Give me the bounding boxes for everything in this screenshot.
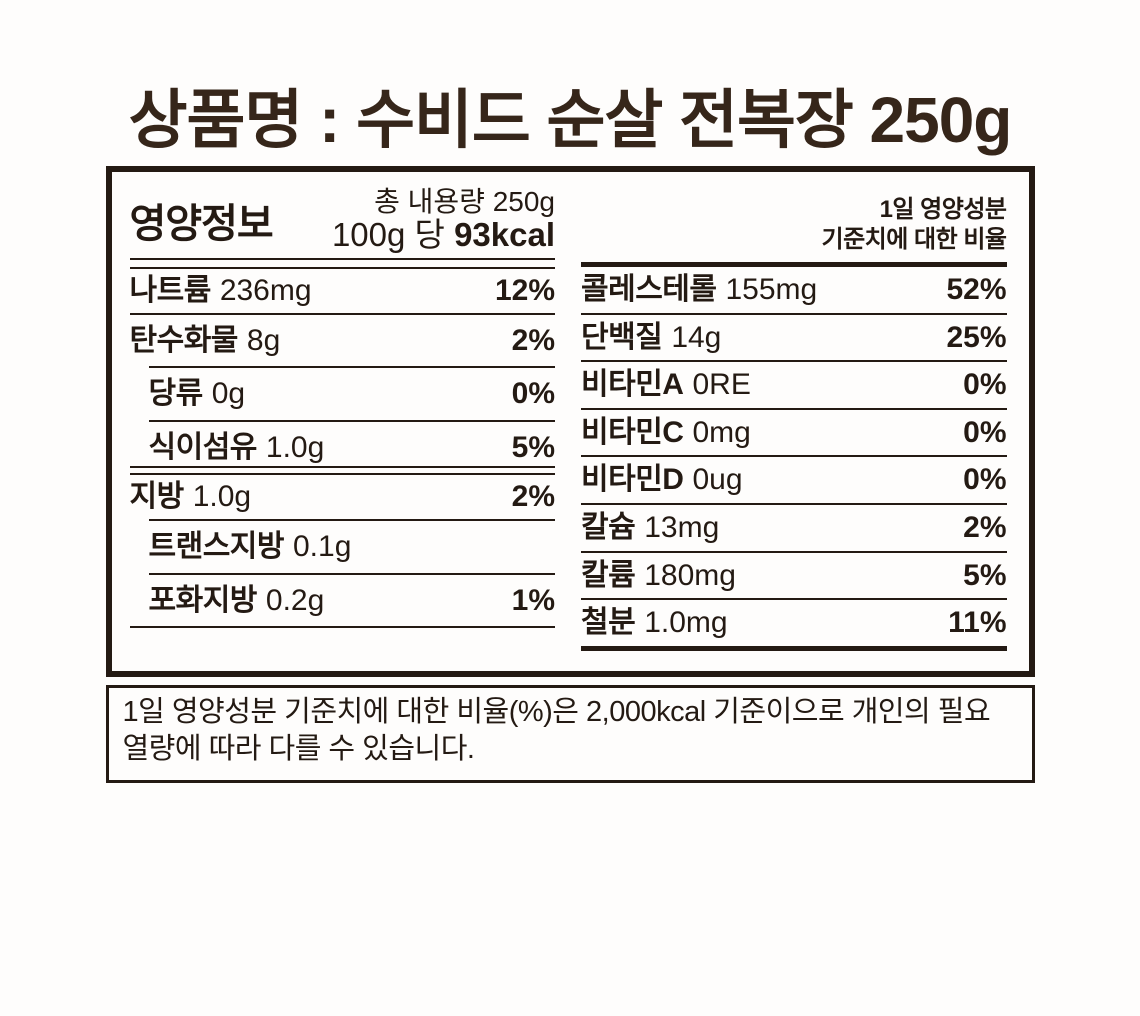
row-vitamin-d: 비타민D 0ug 0% (581, 455, 1007, 503)
nutrient-label: 칼륨 (581, 558, 636, 592)
row-dietary-fiber: 식이섬유 1.0g 5% (148, 419, 555, 474)
nutrition-column-right: 1일 영양성분 기준치에 대한 비율 콜레스테롤 155mg 52% 단백질 14g… (581, 176, 1007, 651)
row-potassium: 칼륨 180mg 5% (581, 550, 1007, 599)
row-saturated-fat: 포화지방 0.2g 1% (148, 572, 555, 627)
serving-info: 총 내용량 250g 100g 당 93kcal (332, 186, 555, 254)
nutrient-amount: 1.0mg (644, 606, 728, 640)
nutrient-percent: 0% (963, 368, 1007, 402)
nutrient-percent: 2% (963, 510, 1007, 544)
row-sodium: 나트륨 236mg 12% (129, 267, 555, 313)
row-cholesterol: 콜레스테롤 155mg 52% (581, 267, 1007, 313)
nutrient-amount: 0.2g (265, 583, 325, 617)
nutrient-percent: 0% (511, 377, 555, 411)
left-rows: 나트륨 236mg 12% 탄수화물 8g 2% 당류 0g 0% 식이섬유 1.0g … (129, 267, 555, 629)
nutrient-percent: 25% (946, 320, 1007, 354)
row-carbohydrate: 탄수화물 8g 2% (129, 312, 555, 367)
nutrient-label: 철분 (581, 606, 636, 640)
nutrient-amount: 155mg (725, 273, 818, 306)
panel-heading: 영양정보 (129, 202, 274, 246)
nutrient-amount: 14g (671, 320, 722, 354)
calories-prefix: 100g 당 (331, 216, 455, 254)
nutrient-label: 비타민A (581, 368, 684, 402)
row-iron: 철분 1.0mg 11% (581, 598, 1007, 646)
daily-value-note: 1일 영양성분 기준치에 대한 비율 (822, 195, 1007, 254)
nutrient-label: 지방 (129, 480, 185, 514)
row-calcium: 칼슘 13mg 2% (581, 502, 1007, 551)
nutrition-columns: 영양정보 총 내용량 250g 100g 당 93kcal 나트륨 236mg 1… (112, 172, 1029, 671)
nutrition-facts-panel: 영양정보 총 내용량 250g 100g 당 93kcal 나트륨 236mg 1… (105, 166, 1035, 677)
product-title: 상품명 : 수비드 순살 전복장 250g (128, 84, 1013, 156)
nutrient-label: 비타민D (581, 463, 684, 497)
nutrient-percent: 52% (946, 273, 1007, 306)
nutrient-label: 당류 (148, 377, 204, 411)
row-sugars: 당류 0g 0% (148, 366, 555, 420)
nutrient-percent: 0% (963, 415, 1007, 449)
row-trans-fat: 트랜스지방 0.1g (148, 518, 555, 573)
nutrient-percent: 0% (963, 463, 1007, 497)
daily-value-note-line1: 1일 영양성분 (879, 196, 1007, 224)
nutrient-amount: 8g (246, 323, 281, 357)
row-fat: 지방 1.0g 2% (129, 466, 555, 519)
nutrient-label: 탄수화물 (129, 323, 239, 357)
calories-text: 100g 당 93kcal (331, 216, 555, 254)
nutrient-label: 단백질 (581, 320, 663, 354)
nutrient-percent: 11% (948, 606, 1007, 640)
nutrient-amount: 1.0g (192, 480, 252, 514)
nutrient-percent: 2% (511, 323, 555, 357)
nutrient-amount: 1.0g (265, 430, 325, 464)
nutrient-percent: 2% (511, 480, 555, 514)
nutrient-label: 포화지방 (148, 583, 258, 617)
daily-value-note-line2: 기준치에 대한 비율 (821, 225, 1007, 253)
nutrient-percent: 1% (511, 583, 555, 617)
nutrient-amount: 0RE (692, 368, 751, 402)
calories-value: 93kcal (454, 216, 555, 254)
nutrient-percent: 5% (511, 430, 555, 464)
nutrient-label: 나트륨 (129, 274, 212, 307)
nutrient-label: 비타민C (581, 415, 684, 449)
left-column-header: 영양정보 총 내용량 250g 100g 당 93kcal (129, 176, 555, 260)
daily-value-footnote: 1일 영양성분 기준치에 대한 비율(%)은 2,000kcal 기준이으로 개… (105, 684, 1035, 783)
row-vitamin-c: 비타민C 0mg 0% (581, 407, 1007, 456)
nutrient-label: 칼슘 (581, 510, 636, 544)
nutrient-percent: 12% (494, 274, 555, 307)
nutrient-label: 콜레스테롤 (581, 273, 717, 306)
right-column-header: 1일 영양성분 기준치에 대한 비율 (581, 176, 1007, 267)
nutrient-amount: 0.1g (293, 529, 352, 563)
right-rows: 콜레스테롤 155mg 52% 단백질 14g 25% 비타민A 0RE 0% 비타민… (581, 267, 1007, 651)
nutrient-amount: 0mg (692, 415, 751, 449)
nutrient-label: 트랜스지방 (148, 529, 285, 563)
nutrient-amount: 0ug (692, 463, 743, 497)
row-protein: 단백질 14g 25% (581, 312, 1007, 361)
nutrient-amount: 180mg (644, 558, 736, 592)
nutrient-amount: 236mg (219, 274, 312, 307)
nutrient-amount: 13mg (644, 510, 720, 544)
total-content-text: 총 내용량 250g (374, 185, 555, 217)
nutrient-label: 식이섬유 (148, 430, 258, 464)
nutrient-amount: 0g (211, 377, 246, 411)
row-vitamin-a: 비타민A 0RE 0% (581, 360, 1007, 408)
nutrition-column-left: 영양정보 총 내용량 250g 100g 당 93kcal 나트륨 236mg 1… (129, 176, 555, 651)
nutrient-percent: 5% (963, 558, 1007, 592)
